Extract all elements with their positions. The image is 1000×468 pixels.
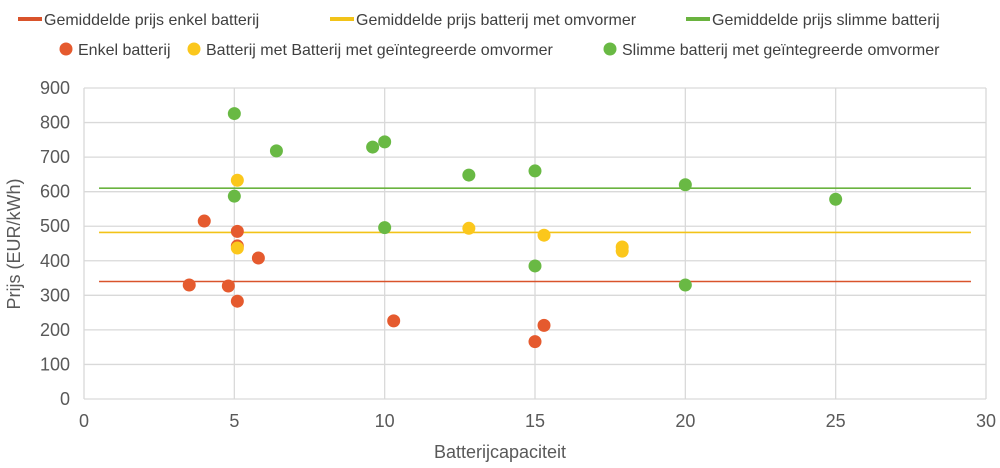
data-point <box>528 335 542 349</box>
data-point <box>366 140 380 154</box>
data-point <box>678 178 692 192</box>
legend-entry-label: Gemiddelde prijs batterij met omvormer <box>356 12 637 29</box>
legend-entry-label: Batterij met Batterij met geïntegreerde … <box>206 42 553 59</box>
y-tick-label: 100 <box>40 354 70 374</box>
data-point <box>227 189 241 203</box>
data-point <box>528 259 542 273</box>
y-axis-ticks: 0 100 200 300 400 500 600 700 800 900 <box>40 78 70 409</box>
data-point <box>678 278 692 292</box>
y-tick-label: 200 <box>40 320 70 340</box>
legend-marker-swatch <box>59 42 73 56</box>
data-point <box>230 224 244 238</box>
data-point <box>829 192 843 206</box>
data-point <box>221 279 235 293</box>
legend-entry-label: Gemiddelde prijs enkel batterij <box>44 12 259 29</box>
data-point <box>537 228 551 242</box>
y-tick-label: 0 <box>60 389 70 409</box>
legend-entry-label: Enkel batterij <box>78 42 171 59</box>
data-point <box>269 144 283 158</box>
legend-line-swatch <box>18 17 42 21</box>
x-tick-label: 5 <box>229 411 239 431</box>
y-tick-label: 600 <box>40 182 70 202</box>
x-axis-title: Batterijcapaciteit <box>434 442 566 462</box>
data-point <box>230 241 244 255</box>
y-tick-label: 700 <box>40 147 70 167</box>
y-tick-label: 800 <box>40 113 70 133</box>
x-tick-label: 15 <box>525 411 545 431</box>
x-tick-label: 30 <box>976 411 996 431</box>
legend-line-swatch <box>686 17 710 21</box>
data-point <box>230 294 244 308</box>
data-point <box>537 318 551 332</box>
data-point <box>615 244 629 258</box>
y-tick-label: 400 <box>40 251 70 271</box>
x-axis-ticks: 0 5 10 15 20 25 30 <box>79 411 996 431</box>
legend-marker-swatch <box>187 42 201 56</box>
x-tick-label: 25 <box>826 411 846 431</box>
y-tick-label: 900 <box>40 78 70 98</box>
data-point <box>227 107 241 121</box>
y-tick-label: 500 <box>40 216 70 236</box>
data-point <box>462 221 476 235</box>
data-point <box>528 164 542 178</box>
x-tick-label: 10 <box>375 411 395 431</box>
legend-line-swatch <box>330 17 354 21</box>
legend-entry-label: Slimme batterij met geïntegreerde omvorm… <box>622 42 940 59</box>
data-point <box>378 135 392 149</box>
y-axis-title: Prijs (EUR/kWh) <box>4 179 24 310</box>
data-point <box>182 278 196 292</box>
data-point <box>462 168 476 182</box>
data-point <box>197 214 211 228</box>
x-tick-label: 0 <box>79 411 89 431</box>
data-point <box>230 173 244 187</box>
data-point <box>387 314 401 328</box>
grid <box>83 87 987 400</box>
legend: Gemiddelde prijs enkel batterij Gemiddeld… <box>18 12 940 59</box>
data-points <box>182 107 843 349</box>
data-point <box>378 221 392 235</box>
x-tick-label: 20 <box>675 411 695 431</box>
legend-marker-swatch <box>603 42 617 56</box>
data-point <box>251 251 265 265</box>
legend-entry-label: Gemiddelde prijs slimme batterij <box>712 12 940 29</box>
average-lines <box>99 187 971 283</box>
y-tick-label: 300 <box>40 285 70 305</box>
